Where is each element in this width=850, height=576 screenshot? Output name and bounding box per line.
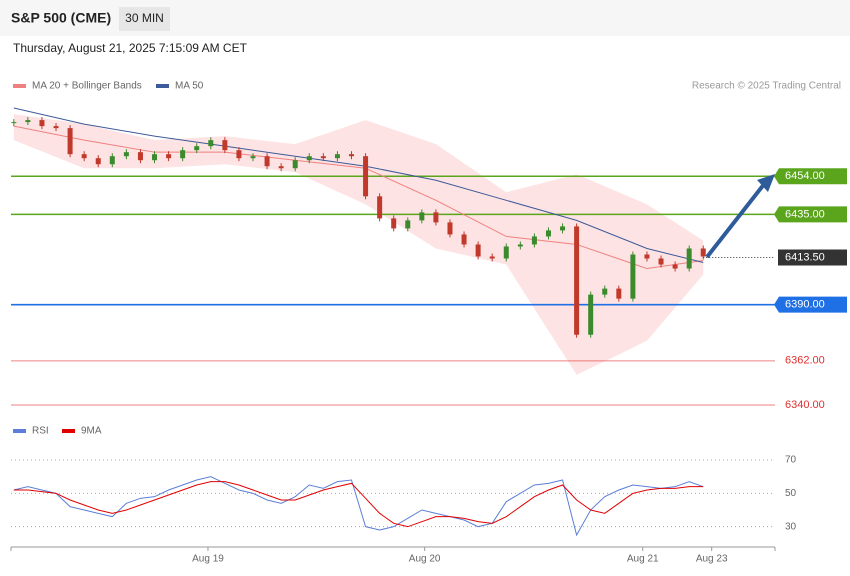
legend-label: 9MA — [81, 426, 102, 437]
legend-label: RSI — [32, 426, 49, 437]
candle — [166, 154, 172, 159]
y-tick-label: 50 — [785, 488, 797, 499]
candle — [419, 212, 425, 221]
candle — [180, 150, 186, 159]
candle — [391, 218, 397, 229]
candle — [363, 156, 369, 197]
candle — [194, 146, 200, 151]
candle — [602, 288, 608, 295]
candle — [658, 258, 664, 265]
candle — [250, 156, 256, 159]
y-tick-label: 70 — [785, 455, 797, 466]
candle — [348, 154, 354, 157]
credit: Research © 2025 Trading Central — [692, 81, 841, 92]
candle — [545, 230, 551, 237]
candle — [574, 226, 580, 335]
forecast-arrow-head — [757, 174, 775, 192]
interval-badge — [119, 7, 170, 31]
chart-title: S&P 500 (CME) — [11, 10, 111, 26]
legend-swatch — [13, 429, 26, 433]
level-label-box — [774, 206, 847, 223]
level-label-box — [774, 296, 847, 313]
candle — [686, 248, 692, 269]
candle — [644, 254, 650, 259]
candle — [630, 254, 636, 299]
candle — [222, 140, 228, 151]
candle — [461, 234, 467, 245]
main-layer: 6454.00 6435.00 6413.50 6390.00 6362.00 6340.… — [11, 107, 847, 411]
candle — [25, 120, 31, 123]
subtitle: Thursday, August 21, 2025 7:15:09 AM CET — [13, 41, 248, 55]
candle — [489, 256, 495, 259]
candle — [616, 288, 622, 299]
y-tick-label: 30 — [785, 521, 797, 532]
level-label: 6390.00 — [785, 299, 825, 311]
x-tick-label: Aug 23 — [696, 554, 728, 565]
level-label: 6340.00 — [785, 399, 825, 411]
candle — [433, 212, 439, 223]
level-label-box — [778, 249, 847, 266]
rsi-line — [13, 476, 704, 537]
candle — [109, 156, 115, 165]
candle — [278, 166, 284, 169]
candle — [320, 156, 326, 159]
candle — [208, 140, 214, 147]
candle — [67, 128, 73, 155]
candle — [475, 244, 481, 257]
candle — [292, 160, 298, 169]
candle — [334, 154, 340, 159]
level-label: 6413.50 — [785, 251, 825, 263]
candle — [560, 226, 566, 231]
interval: 30 MIN — [125, 11, 164, 25]
candle — [700, 248, 706, 257]
x-tick-label: Aug 19 — [192, 554, 224, 565]
level-label: 6454.00 — [785, 170, 825, 182]
candle — [137, 152, 143, 161]
candle — [672, 264, 678, 269]
forecast-arrow — [705, 181, 767, 259]
rsi-line — [13, 481, 704, 528]
candle — [95, 158, 101, 165]
candle — [53, 126, 59, 129]
candle — [39, 120, 45, 127]
candle — [447, 222, 453, 235]
candle — [588, 294, 594, 335]
level-label: 6362.00 — [785, 355, 825, 367]
level-label-box — [774, 168, 847, 185]
candle — [306, 156, 312, 161]
legend-swatch — [62, 429, 75, 433]
legend-label: MA 20 + Bollinger Bands — [32, 81, 142, 92]
candle — [517, 244, 523, 247]
legend-swatch — [156, 84, 169, 88]
x-tick-label: Aug 20 — [409, 554, 441, 565]
candle — [503, 246, 509, 259]
candle — [11, 122, 17, 124]
candle — [405, 220, 411, 229]
candle — [123, 152, 129, 157]
candle — [81, 154, 87, 159]
candle — [236, 150, 242, 159]
candle — [264, 156, 270, 167]
candle — [531, 236, 537, 245]
level-label: 6435.00 — [785, 208, 825, 220]
x-tick-label: Aug 21 — [627, 554, 659, 565]
candle — [377, 196, 383, 219]
legend-label: MA 50 — [175, 81, 204, 92]
legend-swatch — [13, 84, 26, 88]
candle — [152, 154, 158, 161]
